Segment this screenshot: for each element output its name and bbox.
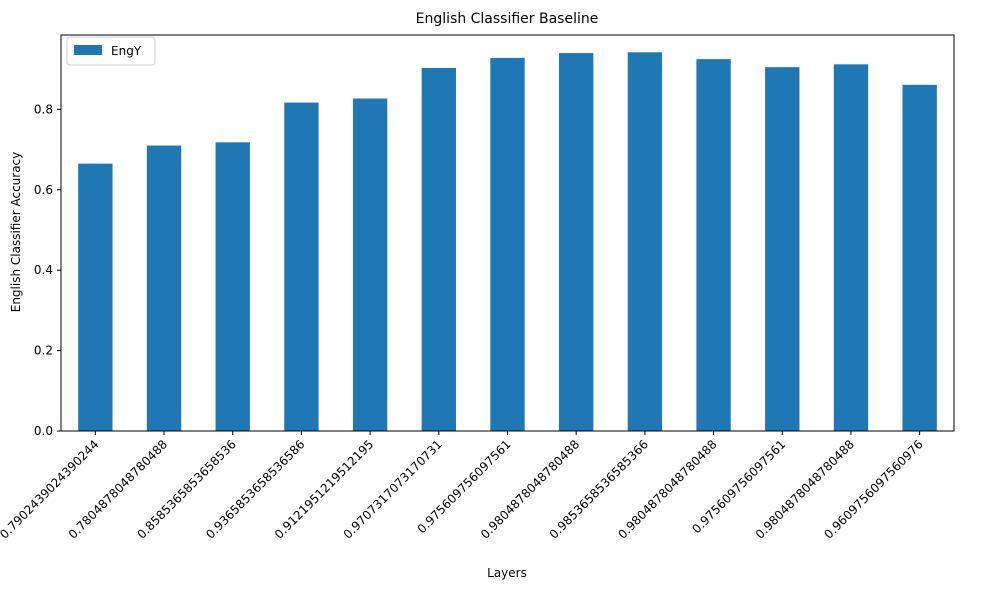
bar-1 [146, 145, 182, 431]
legend: EngY [66, 36, 156, 66]
y-axis-label: English Classifier Accuracy [9, 152, 23, 313]
bar-6 [490, 57, 525, 431]
bar-8 [627, 52, 663, 432]
y-tick-label: 0.6 [34, 183, 53, 197]
bar-11 [833, 64, 869, 432]
y-tick-label: 0.4 [34, 263, 53, 277]
bar-10 [765, 67, 800, 431]
bar-12 [902, 84, 937, 431]
bar-5 [421, 67, 456, 432]
chart-title: English Classifier Baseline [416, 11, 599, 27]
legend-frame [66, 36, 156, 66]
y-axis: 0.0 0.2 0.4 0.6 0.8 [34, 102, 61, 438]
bars-group [78, 52, 937, 432]
x-axis-label: Layers [487, 566, 527, 580]
bar-0 [78, 163, 113, 431]
bar-2 [215, 142, 250, 431]
legend-swatch [74, 45, 102, 55]
bar-4 [352, 98, 388, 431]
x-axis: 0.79024390243902440.78048780487804880.85… [0, 431, 926, 542]
bar-9 [696, 59, 731, 431]
bar-3 [284, 102, 319, 432]
y-tick-label: 0.0 [34, 424, 53, 438]
y-tick-label: 0.2 [34, 344, 53, 358]
y-tick-label: 0.8 [34, 102, 53, 116]
bar-7 [559, 53, 594, 431]
legend-label: EngY [111, 44, 142, 58]
